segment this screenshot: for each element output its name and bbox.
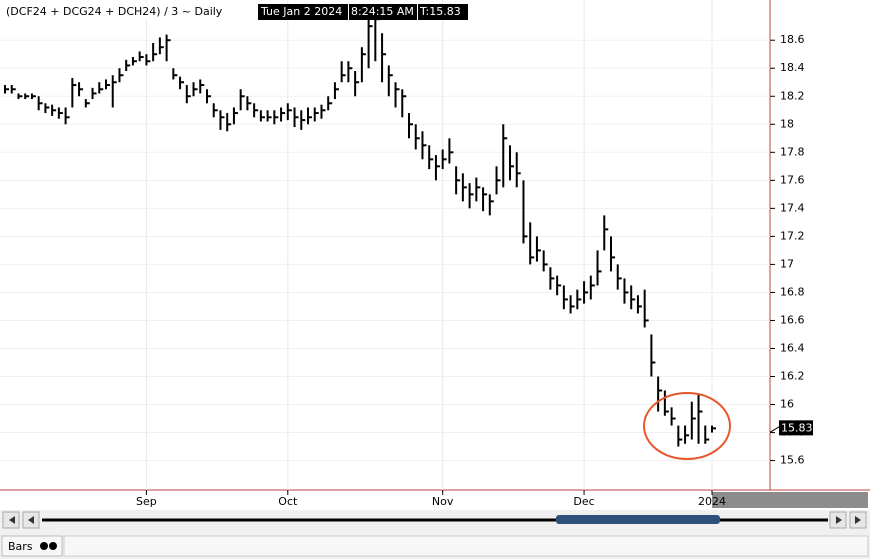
time-axis	[0, 490, 870, 510]
time-label: 8:24:15 AM	[351, 5, 414, 18]
y-tick-label: 16.4	[780, 341, 805, 354]
x-tick-label: Dec	[573, 495, 594, 508]
last-label: T:15.83	[419, 5, 461, 18]
y-tick-label: 18	[780, 117, 794, 130]
title-bg	[4, 4, 258, 20]
y-tick-label: 18.4	[780, 61, 805, 74]
chart-title: (DCF24 + DCG24 + DCH24) / 3 ~ Daily	[6, 5, 223, 18]
x-tick-label: 2024	[698, 495, 726, 508]
bars-tab[interactable]	[1, 535, 63, 557]
y-tick-label: 17.4	[780, 201, 805, 214]
y-tick-label: 17.8	[780, 145, 805, 158]
x-tick-label: Nov	[432, 495, 454, 508]
y-tick-label: 17.6	[780, 173, 805, 186]
future-region	[712, 492, 868, 508]
x-tick-label: Sep	[136, 495, 157, 508]
icon	[49, 542, 57, 550]
tab-strip	[63, 535, 869, 557]
icon	[855, 516, 861, 524]
last-price-line	[769, 425, 781, 433]
tab-label: Bars	[8, 540, 33, 553]
icon	[28, 516, 34, 524]
y-tick-label: 18.6	[780, 33, 805, 46]
icon	[40, 542, 48, 550]
x-tick-label: Oct	[278, 495, 298, 508]
y-tick-label: 17.2	[780, 229, 805, 242]
scroll-thumb[interactable]	[556, 515, 720, 524]
last-bg	[418, 4, 468, 20]
plot-area	[0, 0, 770, 490]
y-tick-label: 15.6	[780, 454, 805, 467]
date-label: Tue Jan 2 2024	[260, 5, 342, 18]
y-tick-label: 17	[780, 257, 794, 270]
date-bg	[258, 4, 348, 20]
highlight-circle	[643, 392, 731, 460]
y-tick-label: 18.2	[780, 89, 805, 102]
plot: 15.615.81616.216.416.616.81717.217.417.6…	[0, 0, 813, 508]
y-tick-label: 16	[780, 398, 794, 411]
icon	[5, 516, 15, 524]
y-tick-label: 16.6	[780, 313, 805, 326]
last-price-label: 15.83	[781, 421, 813, 434]
price-axis	[770, 0, 870, 490]
last-price-bg	[779, 420, 813, 436]
y-tick-label: 16.8	[780, 285, 805, 298]
time-bg	[349, 4, 417, 20]
icon	[836, 516, 842, 524]
y-tick-label: 16.2	[780, 370, 805, 383]
